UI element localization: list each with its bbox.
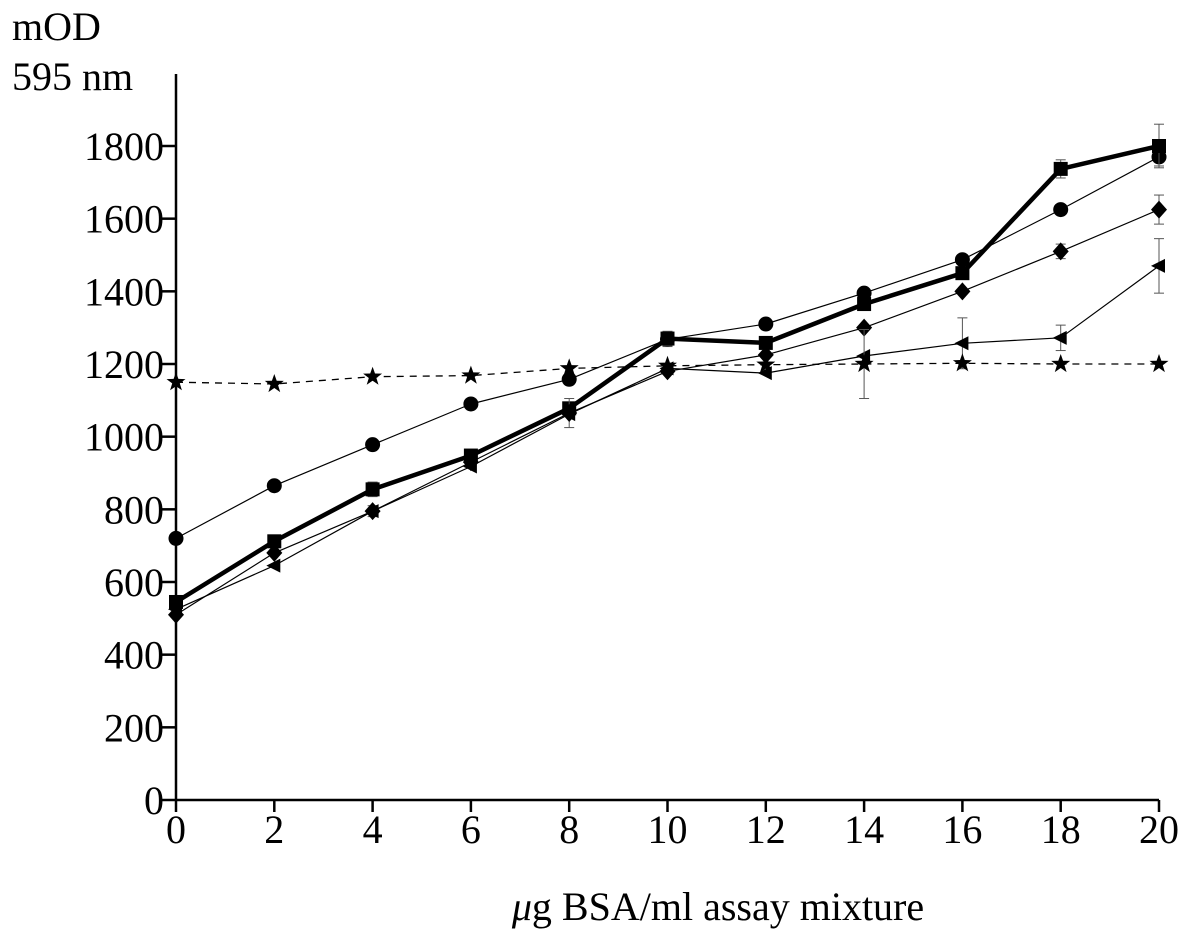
- y-tick-label: 1800: [84, 124, 164, 169]
- y-tick-label: 600: [104, 560, 164, 605]
- square-marker: [365, 482, 380, 497]
- star-marker: [658, 355, 677, 374]
- x-tick-label: 4: [363, 807, 383, 852]
- y-axis-label-line1: mOD: [12, 4, 101, 49]
- star-marker: [854, 354, 874, 373]
- series-line: [175, 362, 1159, 385]
- star-marker: [363, 366, 383, 385]
- square-marker: [1053, 161, 1068, 176]
- y-tick-label: 800: [104, 487, 164, 532]
- circle-marker: [168, 530, 184, 546]
- circle-marker: [365, 437, 381, 453]
- x-tick-label: 2: [264, 807, 284, 852]
- triangle-marker: [266, 558, 281, 573]
- x-tick-label: 20: [1139, 807, 1179, 852]
- circle-marker: [758, 316, 774, 332]
- y-tick-label: 200: [104, 705, 164, 750]
- diamond-marker: [1052, 242, 1069, 261]
- triangle-marker: [561, 407, 576, 422]
- x-tick-label: 18: [1041, 807, 1081, 852]
- y-tick-label: 1200: [84, 342, 164, 387]
- diamond-marker: [1151, 200, 1167, 219]
- star-marker: [1149, 354, 1169, 373]
- x-tick-label: 12: [746, 807, 786, 852]
- circle-marker: [856, 285, 872, 301]
- triangle-marker: [954, 336, 969, 351]
- circle-marker: [1053, 202, 1069, 218]
- star-marker: [559, 358, 579, 377]
- series-line: [175, 265, 1160, 610]
- square-marker: [660, 331, 675, 346]
- series-triangle-left: [168, 238, 1165, 617]
- x-axis-label-text: g BSA/ml assay mixture: [532, 884, 924, 929]
- series-star: [166, 328, 1169, 400]
- x-tick-label: 14: [844, 807, 884, 852]
- series-line: [175, 209, 1160, 616]
- diamond-marker: [266, 543, 283, 562]
- axis-labels: mOD 595 nm μg BSA/ml assay mixture: [12, 4, 924, 929]
- circle-marker: [561, 371, 577, 387]
- square-marker: [857, 297, 872, 312]
- y-tick-label: 1400: [84, 269, 164, 314]
- x-tick-label: 0: [166, 807, 186, 852]
- square-marker: [267, 534, 282, 549]
- circle-marker: [266, 478, 282, 494]
- x-tick-label: 10: [648, 807, 688, 852]
- series-circle: [168, 147, 1167, 546]
- square-marker: [758, 335, 773, 350]
- triangle-marker: [1151, 258, 1165, 273]
- star-marker: [166, 372, 186, 391]
- y-tick-label: 0: [144, 778, 164, 823]
- x-axis-label-unit: μ: [511, 884, 532, 929]
- y-tick-label: 1600: [84, 197, 164, 242]
- square-marker: [955, 266, 970, 281]
- star-marker: [952, 353, 972, 372]
- star-marker: [264, 374, 284, 393]
- star-marker: [461, 365, 481, 384]
- diamond-marker: [856, 318, 873, 337]
- axes: 0 200 400 600 800 1000 1200 1400 1600 1800 0 2 4 6 8 10…: [84, 74, 1179, 852]
- diamond-marker: [954, 282, 971, 301]
- x-tick-label: 16: [942, 807, 982, 852]
- circle-marker: [954, 252, 970, 268]
- series-diamond: [168, 194, 1167, 624]
- y-axis-label-line2: 595 nm: [12, 54, 133, 99]
- star-marker: [1051, 354, 1071, 373]
- triangle-marker: [364, 504, 379, 519]
- circle-marker: [463, 396, 479, 412]
- series-line: [175, 156, 1160, 539]
- x-axis-label: μg BSA/ml assay mixture: [511, 884, 924, 929]
- y-tick-label: 400: [104, 633, 164, 678]
- triangle-marker: [1052, 330, 1067, 345]
- x-tick-label: 6: [461, 807, 481, 852]
- triangle-marker: [168, 602, 182, 617]
- square-marker: [1152, 139, 1166, 153]
- star-marker: [756, 354, 776, 373]
- triangle-marker: [462, 459, 477, 474]
- y-tick-label: 1000: [84, 415, 164, 460]
- x-tick-label: 8: [559, 807, 579, 852]
- series-layer: [166, 123, 1169, 624]
- triangle-marker: [856, 349, 871, 364]
